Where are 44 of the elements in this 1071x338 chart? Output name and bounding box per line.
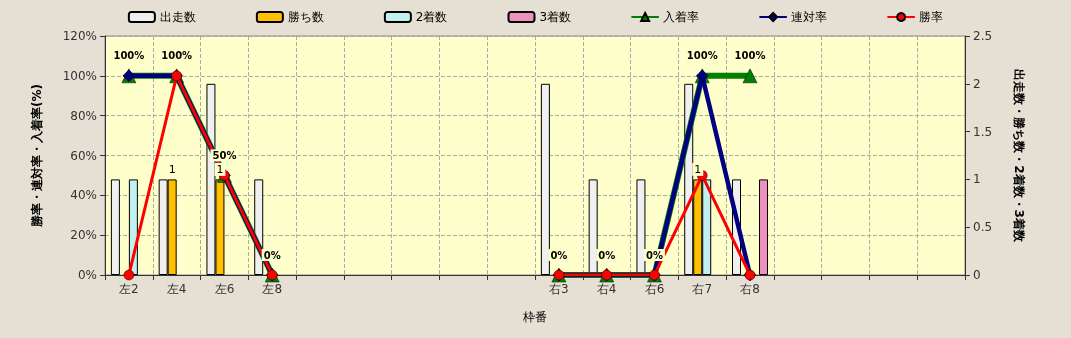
y-tick-label: 100% (62, 68, 97, 83)
y2-axis-title: 出走数・勝ち数・2着数・3着数 (1012, 69, 1026, 243)
legend-label: 勝率 (919, 10, 944, 24)
y-tick-label: 80% (70, 108, 97, 123)
x-tick-label: 右4 (596, 282, 617, 296)
x-tick-label: 左6 (214, 282, 235, 296)
data-label: 0% (550, 249, 568, 261)
legend-label: 勝ち数 (287, 10, 324, 24)
legend-label: 連対率 (791, 10, 828, 24)
data-label: 100% (686, 50, 718, 62)
legend-label: 出走数 (159, 10, 196, 24)
y-tick-label: 0% (77, 268, 97, 282)
data-label: 1 (216, 162, 224, 176)
x-tick-label: 右3 (549, 282, 569, 296)
data-label: 1 (694, 162, 702, 176)
y-axis-title: 勝率・連対率・入着率(%) (30, 84, 44, 228)
data-label: 0% (263, 249, 281, 261)
y-tick-label: 40% (70, 188, 97, 203)
legend-label: 3着数 (539, 10, 572, 24)
data-label: 100% (734, 50, 766, 62)
x-tick-label: 右7 (692, 282, 713, 296)
y2-tick-label: 2.5 (973, 29, 993, 43)
x-tick-label: 左2 (119, 282, 139, 296)
legend-label: 2着数 (415, 10, 448, 24)
x-tick-label: 左8 (262, 282, 283, 296)
x-tick-label: 右6 (644, 282, 665, 296)
data-label: 1 (168, 162, 176, 176)
x-tick-label: 左4 (166, 282, 187, 296)
y2-tick-label: 0.5 (973, 220, 993, 235)
x-tick-label: 右8 (740, 282, 760, 296)
y-tick-label: 20% (70, 228, 97, 243)
y2-tick-label: 0 (973, 268, 981, 282)
data-label: 100% (161, 50, 193, 62)
y2-tick-label: 2 (973, 76, 981, 91)
y2-tick-label: 1 (973, 172, 981, 187)
y-tick-label: 120% (62, 29, 97, 43)
data-label: 0% (645, 249, 663, 261)
y-tick-label: 60% (70, 148, 97, 163)
data-label: 0% (598, 249, 616, 261)
y2-tick-label: 1.5 (973, 124, 993, 139)
data-label: 100% (113, 50, 145, 62)
legend-label: 入着率 (663, 10, 700, 24)
data-label: 50% (212, 149, 237, 161)
x-axis-title: 枠番 (522, 310, 547, 324)
